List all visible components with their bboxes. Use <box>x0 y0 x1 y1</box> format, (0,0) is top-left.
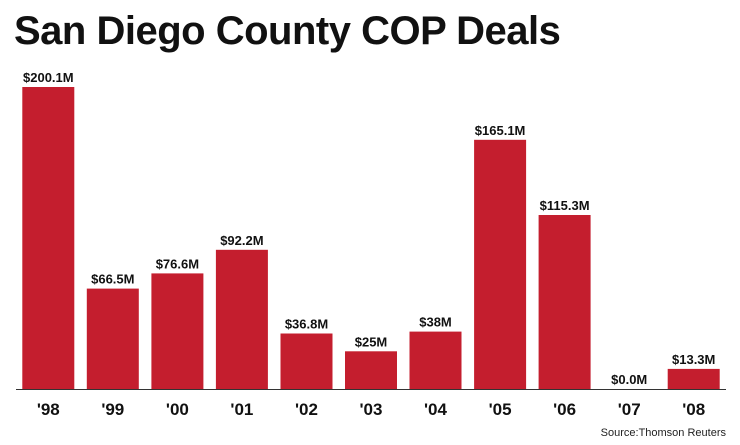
bar-98 <box>22 87 75 389</box>
value-label-06: $115.3M <box>540 198 590 213</box>
bar-00 <box>151 273 204 389</box>
x-tick-label-98: '98 <box>37 400 60 419</box>
value-label-01: $92.2M <box>220 233 263 248</box>
source-note: Source:Thomson Reuters <box>600 427 726 439</box>
value-label-03: $25M <box>355 334 388 349</box>
x-tick-label-03: '03 <box>360 400 383 419</box>
bar-05 <box>474 139 527 389</box>
x-tick-label-00: '00 <box>166 400 189 419</box>
bar-02 <box>280 333 333 389</box>
value-label-00: $76.6M <box>156 256 199 271</box>
x-tick-label-07: '07 <box>618 400 641 419</box>
bar-04 <box>409 331 462 389</box>
x-tick-label-01: '01 <box>230 400 253 419</box>
bar-01 <box>215 249 268 389</box>
value-label-04: $38M <box>419 315 452 330</box>
x-tick-label-02: '02 <box>295 400 318 419</box>
value-label-99: $66.5M <box>91 272 134 287</box>
x-tick-label-05: '05 <box>489 400 512 419</box>
labels-layer: $200.1M '98 $66.5M '99 $76.6M '00 $92.2M '01 $36… <box>23 70 715 419</box>
bar-03 <box>345 351 397 389</box>
value-label-02: $36.8M <box>285 317 328 332</box>
x-tick-label-99: '99 <box>101 400 124 419</box>
value-label-07: $0.0M <box>611 372 647 387</box>
x-tick-label-06: '06 <box>553 400 576 419</box>
x-tick-label-08: '08 <box>682 400 705 419</box>
x-tick-label-04: '04 <box>424 400 447 419</box>
bars-layer <box>22 87 720 389</box>
value-label-98: $200.1M <box>23 70 74 85</box>
value-label-08: $13.3M <box>672 352 715 367</box>
chart-title: San Diego County COP Deals <box>14 9 561 53</box>
value-label-05: $165.1M <box>475 123 526 138</box>
bar-99 <box>86 288 139 389</box>
bar-08 <box>667 368 720 389</box>
bar-06 <box>538 215 591 389</box>
